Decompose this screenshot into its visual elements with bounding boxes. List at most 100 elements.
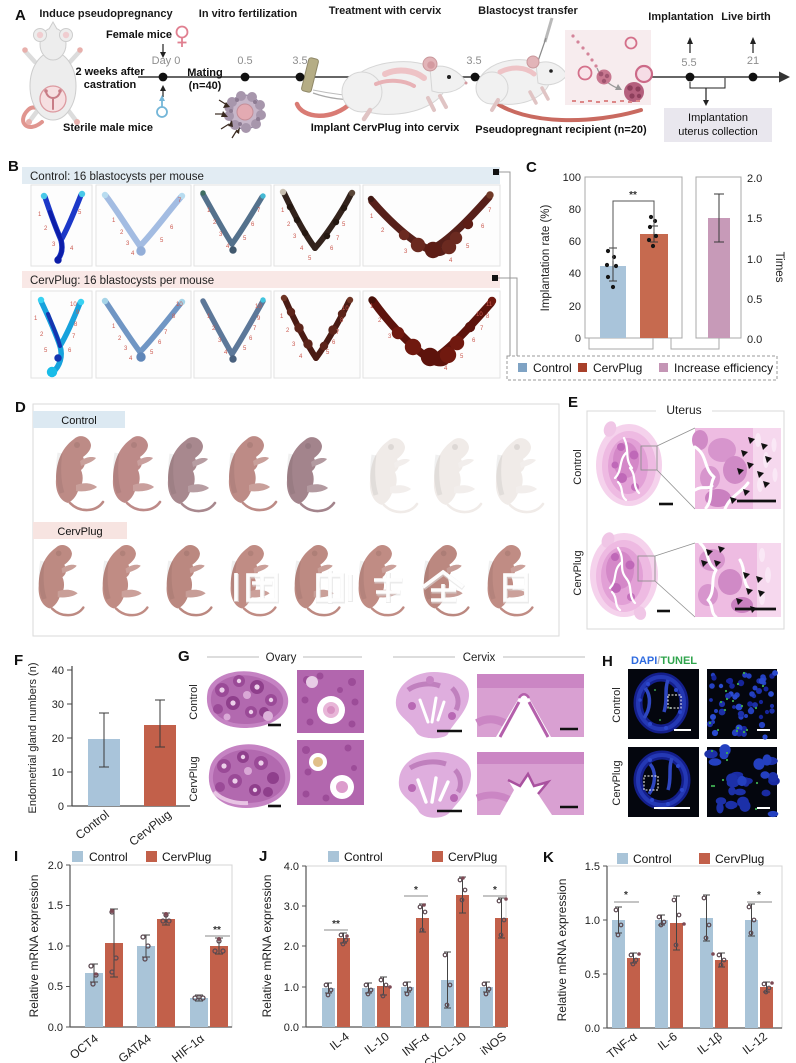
svg-text:9: 9 (76, 310, 80, 316)
svg-text:**: ** (332, 919, 340, 930)
svg-text:Uterus: Uterus (666, 403, 701, 417)
svg-text:J: J (259, 848, 267, 865)
svg-text:4: 4 (129, 356, 133, 362)
svg-text:10: 10 (342, 306, 349, 312)
svg-text:Implant CervPlug into cervix: Implant CervPlug into cervix (311, 122, 460, 134)
svg-text:1: 1 (370, 304, 374, 310)
svg-text:11: 11 (486, 302, 493, 308)
svg-text:I: I (14, 848, 18, 865)
svg-text:Control: Control (344, 850, 383, 864)
svg-text:Relative mRNA expression: Relative mRNA expression (555, 879, 569, 1022)
svg-text:3: 3 (292, 342, 296, 348)
svg-text:1.5: 1.5 (585, 861, 600, 873)
svg-text:F: F (14, 652, 23, 669)
svg-text:6: 6 (158, 340, 162, 346)
svg-text:4: 4 (300, 246, 304, 252)
svg-text:Endometrial gland numbers (n): Endometrial gland numbers (n) (27, 662, 39, 813)
svg-text:B: B (8, 158, 19, 175)
svg-text:Treatment with cervix: Treatment with cervix (329, 5, 442, 17)
svg-text:6: 6 (332, 340, 336, 346)
svg-text:8: 8 (74, 322, 78, 328)
svg-text:7: 7 (257, 208, 261, 214)
svg-text:Control: Control (611, 687, 623, 722)
svg-text:In vitro fertilization: In vitro fertilization (199, 8, 298, 20)
svg-text:CervPlug: CervPlug (57, 526, 102, 538)
svg-text:7: 7 (480, 326, 484, 332)
svg-text:Control: Control (89, 850, 128, 864)
svg-text:0.0: 0.0 (585, 1023, 600, 1035)
svg-text:1: 1 (207, 314, 211, 320)
svg-text:0.5: 0.5 (747, 294, 762, 306)
svg-text:(n=40): (n=40) (189, 80, 222, 92)
svg-text:6: 6 (481, 224, 485, 230)
svg-text:2: 2 (44, 226, 48, 232)
svg-text:0.5: 0.5 (585, 969, 600, 981)
svg-text:A: A (15, 7, 26, 24)
svg-text:1: 1 (112, 218, 116, 224)
svg-text:IL-1β: IL-1β (694, 1029, 724, 1057)
svg-text:7: 7 (178, 198, 182, 204)
svg-text:3.0: 3.0 (284, 901, 299, 913)
svg-text:Control: Control (61, 415, 96, 427)
svg-text:CervPlug: CervPlug (162, 850, 211, 864)
svg-text:0: 0 (575, 333, 581, 345)
svg-text:40: 40 (52, 665, 64, 677)
svg-text:40: 40 (569, 268, 581, 280)
svg-text:TNF-α: TNF-α (604, 1029, 640, 1061)
svg-text:OCT4: OCT4 (67, 1031, 101, 1062)
svg-text:iNOS: iNOS (478, 1029, 509, 1058)
svg-text:Sterile male mice: Sterile male mice (63, 122, 153, 134)
svg-text:1: 1 (34, 316, 38, 322)
svg-text:*: * (757, 890, 761, 901)
svg-text:CervPlug: CervPlug (572, 550, 584, 595)
svg-text:IL-4: IL-4 (327, 1029, 352, 1053)
svg-text:2: 2 (212, 326, 216, 332)
svg-text:4: 4 (70, 246, 74, 252)
svg-text:Day 0: Day 0 (152, 55, 181, 67)
svg-text:DAPI/TUNEL: DAPI/TUNEL (631, 655, 697, 667)
svg-text:K: K (543, 849, 554, 866)
svg-text:60: 60 (569, 236, 581, 248)
svg-text:2: 2 (286, 328, 290, 334)
svg-text:5: 5 (460, 354, 464, 360)
svg-text:21: 21 (747, 55, 759, 67)
svg-text:CervPlug: CervPlug (715, 852, 764, 866)
svg-text:1: 1 (280, 314, 284, 320)
svg-text:100: 100 (563, 172, 581, 184)
svg-text:5: 5 (160, 238, 164, 244)
svg-text:6: 6 (68, 348, 72, 354)
svg-text:Live birth: Live birth (721, 11, 771, 23)
svg-text:2: 2 (287, 222, 291, 228)
svg-text:Mating: Mating (187, 67, 222, 79)
svg-text:D: D (15, 399, 26, 416)
svg-text:Implantation: Implantation (648, 11, 714, 23)
svg-text:Relative mRNA expression: Relative mRNA expression (27, 875, 41, 1018)
svg-text:2.0: 2.0 (284, 941, 299, 953)
svg-text:80: 80 (569, 204, 581, 216)
svg-text:CervPlug: 16 blastocysts per m: CervPlug: 16 blastocysts per mouse (30, 275, 214, 287)
svg-text:Ovary: Ovary (266, 652, 297, 664)
svg-text:1: 1 (207, 208, 211, 214)
svg-text:Control: 16 blastocysts per mo: Control: 16 blastocysts per mouse (30, 171, 204, 183)
svg-text:castration: castration (84, 79, 137, 91)
svg-text:Control: Control (73, 807, 112, 842)
svg-text:6: 6 (251, 222, 255, 228)
svg-text:Control: Control (572, 449, 584, 484)
svg-text:3: 3 (218, 338, 222, 344)
svg-text:4.0: 4.0 (284, 861, 299, 873)
svg-text:0.0: 0.0 (747, 334, 762, 346)
svg-text:4: 4 (226, 244, 230, 250)
svg-text:30: 30 (52, 699, 64, 711)
svg-text:2 weeks after: 2 weeks after (75, 66, 145, 78)
svg-text:CervPlug: CervPlug (188, 756, 200, 801)
svg-text:9: 9 (257, 316, 261, 322)
svg-text:uterus collection: uterus collection (678, 126, 758, 138)
svg-text:5: 5 (308, 256, 312, 262)
svg-text:Female mice: Female mice (106, 29, 172, 41)
svg-text:CXCL-10: CXCL-10 (421, 1029, 469, 1063)
svg-text:10: 10 (70, 302, 77, 308)
svg-text:4: 4 (449, 258, 453, 264)
svg-text:5.5: 5.5 (681, 57, 696, 69)
svg-text:6: 6 (330, 246, 334, 252)
svg-text:1.0: 1.0 (284, 982, 299, 994)
